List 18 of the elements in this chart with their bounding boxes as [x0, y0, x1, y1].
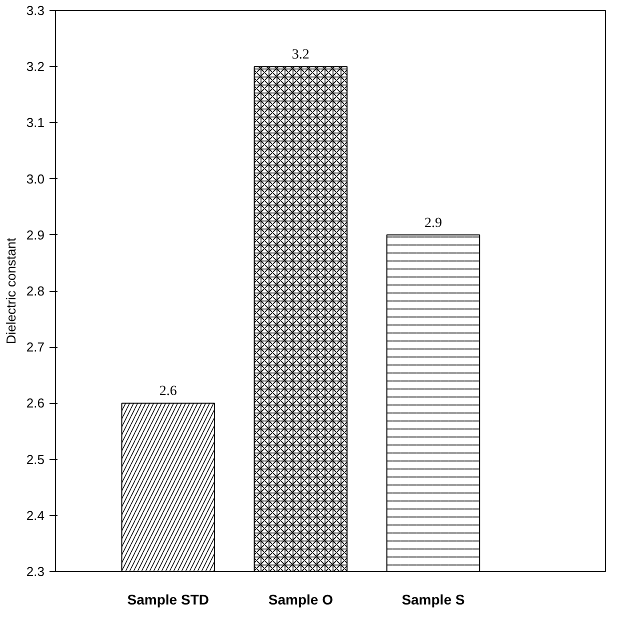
- y-tick-label: 3.1: [26, 115, 45, 130]
- y-tick-label: 2.5: [26, 452, 45, 467]
- y-tick-label: 3.0: [26, 171, 45, 186]
- y-tick-label: 3.2: [26, 59, 45, 74]
- y-tick-label: 2.9: [26, 227, 45, 242]
- y-tick-label: 2.3: [26, 564, 45, 579]
- y-tick-label: 2.4: [26, 508, 45, 523]
- y-tick-label: 2.7: [26, 340, 45, 355]
- x-tick-label: Sample STD: [127, 592, 210, 608]
- y-tick-label: 2.8: [26, 284, 45, 298]
- data-label: 2.9: [424, 216, 442, 231]
- x-tick-label: Sample S: [402, 592, 465, 608]
- y-tick-label: 2.6: [26, 396, 45, 411]
- data-label: 3.2: [292, 48, 310, 63]
- data-label: 2.6: [159, 384, 177, 400]
- x-tick-label: Sample O: [268, 592, 334, 608]
- y-axis-title: Dielectric constant: [3, 238, 18, 344]
- y-tick-label: 3.3: [26, 3, 45, 18]
